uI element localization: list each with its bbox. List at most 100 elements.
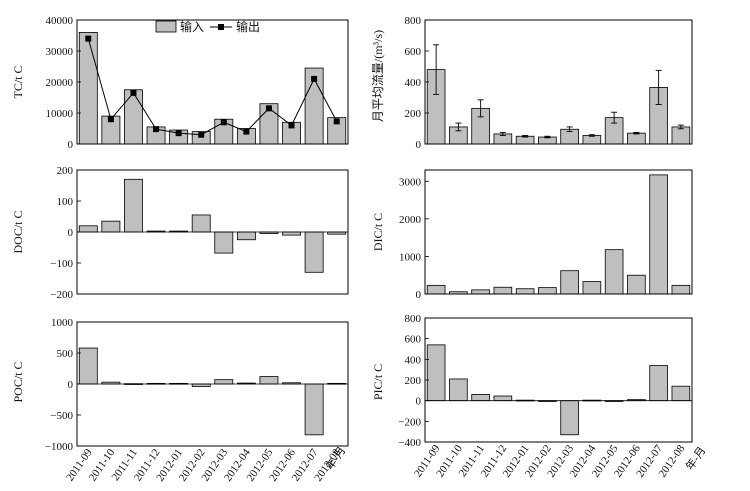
ylabel-doc: DOC/t C <box>11 210 25 253</box>
bar-tc-0 <box>78 32 98 145</box>
bar-dic-9 <box>627 274 646 295</box>
ytick-doc-1: −100 <box>50 258 73 270</box>
ytick-tc-1: 10000 <box>46 108 74 120</box>
ytick-dic-2: 2000 <box>399 214 422 226</box>
x-tick-labels-left: 2011-092011-102011-112011-122012-012012-… <box>64 446 343 483</box>
errorbar-flow-11 <box>677 124 684 130</box>
legend-input-label: 输入 <box>180 19 204 34</box>
marker-tc-7 <box>243 128 250 135</box>
marker-tc-5 <box>198 131 205 138</box>
ytick-tc-0: 0 <box>68 139 74 151</box>
bar-poc-6 <box>214 379 234 385</box>
ytick-pic-2: 0 <box>416 396 422 408</box>
panel-pic: PIC/t C −400 −200 0 200 400 600 800 <box>371 313 693 449</box>
ytick-poc-3: 500 <box>57 348 74 360</box>
bar-flow-9 <box>627 132 646 145</box>
legend: 输入 输出 <box>155 19 260 34</box>
errorbar-flow-8 <box>611 111 618 124</box>
errorbar-flow-5 <box>544 135 551 139</box>
marker-tc-10 <box>311 75 318 82</box>
bar-poc-8 <box>259 376 279 385</box>
ytick-doc-3: 100 <box>57 196 74 208</box>
marker-tc-2 <box>130 89 137 96</box>
bar-doc-9 <box>282 231 301 236</box>
bar-pic-11 <box>671 385 691 402</box>
bar-pic-10 <box>649 365 668 402</box>
line-tc-output <box>87 38 338 136</box>
ytick-poc-1: −500 <box>50 410 73 422</box>
marker-tc-11 <box>333 118 340 125</box>
ytick-doc-2: 0 <box>68 227 74 239</box>
bar-dic-6 <box>560 270 579 295</box>
bar-doc-6 <box>214 231 234 254</box>
bar-doc-2 <box>124 178 143 233</box>
ytick-tc-2: 20000 <box>46 77 74 89</box>
bar-tc-2 <box>124 89 143 145</box>
ytick-pic-0: −400 <box>398 437 421 449</box>
panel-poc: POC/t C −1000 −500 0 500 1000 <box>11 317 349 453</box>
bar-dic-0 <box>426 284 446 295</box>
ytick-tc-4: 40000 <box>46 15 74 27</box>
marker-tc-9 <box>288 122 295 129</box>
errorbar-flow-0 <box>433 44 440 95</box>
ytick-flow-1: 200 <box>405 108 422 120</box>
bar-doc-10 <box>304 231 324 273</box>
ytick-dic-3: 3000 <box>399 176 422 188</box>
errorbar-flow-6 <box>566 126 573 133</box>
bar-dic-7 <box>582 281 602 295</box>
bar-poc-10 <box>304 383 324 436</box>
bar-dic-5 <box>538 287 557 295</box>
panel-flow: 月平均流量/(m³/s) 0 200 400 600 800 <box>371 15 693 151</box>
panel-dic: DIC/t C 0 1000 2000 3000 <box>371 169 693 301</box>
ytick-tc-3: 30000 <box>46 46 74 58</box>
ylabel-dic: DIC/t C <box>371 213 385 251</box>
marker-tc-8 <box>265 105 272 112</box>
marker-tc-6 <box>220 119 227 126</box>
frame-dic <box>424 169 693 295</box>
ytick-poc-4: 1000 <box>51 317 74 329</box>
ytick-doc-0: −200 <box>50 289 73 301</box>
marker-tc-4 <box>175 130 182 137</box>
bar-dic-3 <box>493 286 513 295</box>
errorbar-flow-7 <box>588 134 595 137</box>
bar-dic-10 <box>649 174 668 295</box>
ytick-flow-4: 800 <box>405 15 422 27</box>
bar-doc-0 <box>78 225 98 233</box>
bar-doc-1 <box>101 220 121 233</box>
bar-dic-11 <box>671 284 691 295</box>
ylabel-flow: 月平均流量/(m³/s) <box>371 30 385 122</box>
errorbar-flow-1 <box>455 122 462 132</box>
ytick-pic-5: 600 <box>405 334 422 346</box>
bar-dic-8 <box>604 249 624 295</box>
errorbar-flow-10 <box>655 69 662 105</box>
bar-pic-0 <box>426 344 446 402</box>
bar-poc-0 <box>78 347 98 385</box>
bar-doc-5 <box>191 214 211 233</box>
legend-output-label: 输出 <box>236 19 260 34</box>
x-tick-labels-right: 2011-092011-102011-112011-122012-012012-… <box>412 442 688 479</box>
ytick-flow-2: 400 <box>405 77 422 89</box>
marker-tc-3 <box>153 126 160 133</box>
ytick-pic-1: −200 <box>398 416 421 428</box>
ytick-doc-4: 200 <box>57 165 74 177</box>
bar-flow-7 <box>582 135 602 145</box>
ytick-poc-0: −1000 <box>45 441 74 453</box>
ytick-pic-3: 200 <box>405 375 422 387</box>
bar-dic-2 <box>471 289 490 295</box>
bar-flow-11 <box>671 126 691 145</box>
ytick-pic-6: 800 <box>405 313 422 325</box>
ylabel-poc: POC/t C <box>11 361 25 402</box>
bar-pic-3 <box>493 395 513 402</box>
ylabel-tc: TC/t C <box>11 65 25 98</box>
errorbar-flow-2 <box>477 99 484 118</box>
bar-pic-2 <box>471 394 490 402</box>
ytick-pic-4: 400 <box>405 354 422 366</box>
errorbar-flow-3 <box>499 131 506 136</box>
bar-pic-1 <box>449 378 468 402</box>
marker-tc-1 <box>107 116 114 123</box>
errorbar-flow-9 <box>633 131 640 135</box>
ylabel-pic: PIC/t C <box>371 364 385 400</box>
ytick-flow-0: 0 <box>416 139 422 151</box>
ytick-dic-0: 0 <box>416 289 422 301</box>
